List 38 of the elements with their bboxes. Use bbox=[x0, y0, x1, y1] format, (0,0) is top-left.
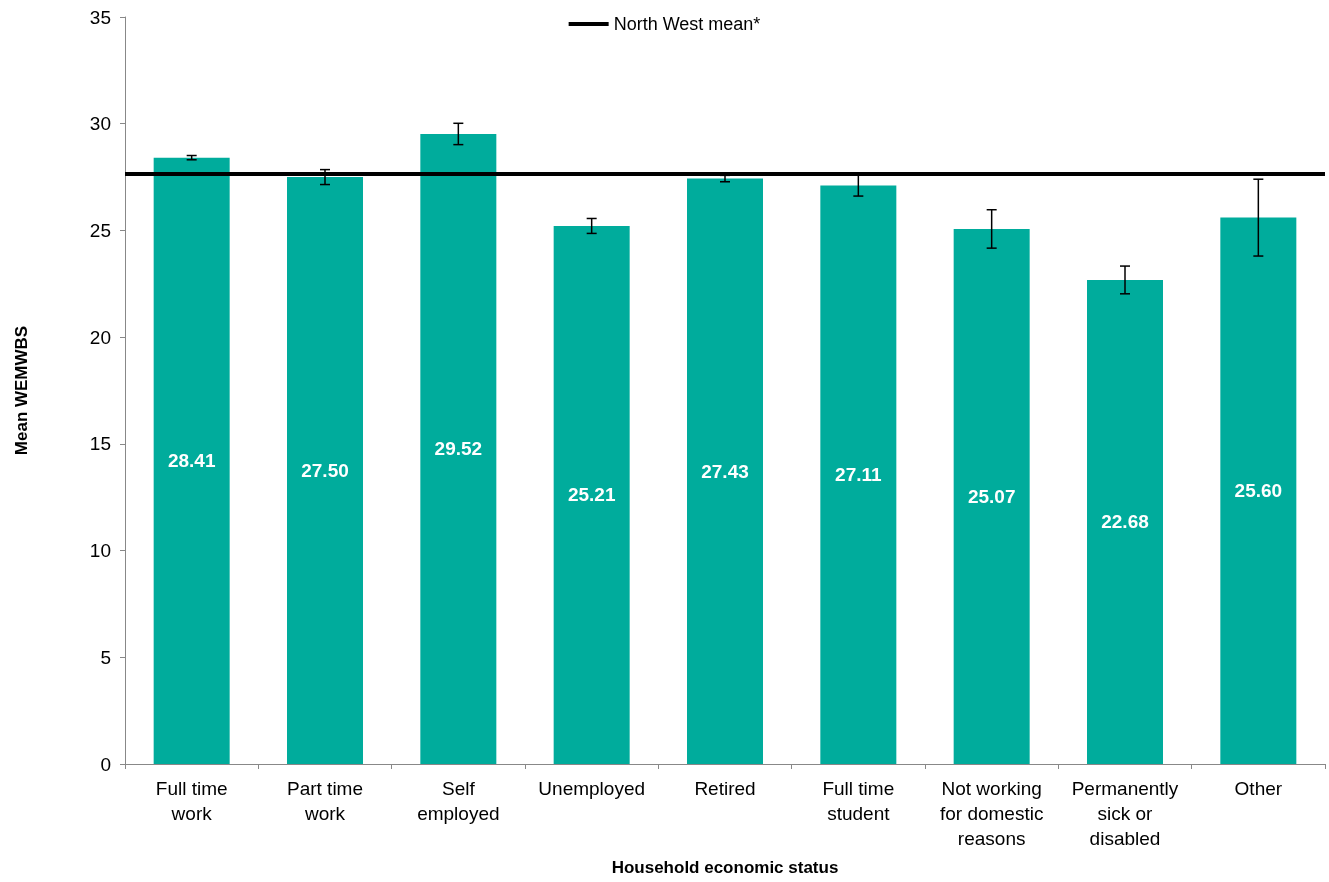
bar bbox=[153, 157, 230, 764]
data-label: 25.07 bbox=[967, 485, 1016, 507]
x-tick-label: Full time student bbox=[822, 778, 895, 824]
y-tick-label: 10 bbox=[89, 540, 111, 562]
y-tick-label: 5 bbox=[100, 646, 111, 668]
y-tick-label: 30 bbox=[89, 113, 111, 135]
y-tick-label: 0 bbox=[100, 753, 111, 775]
bar bbox=[820, 185, 897, 764]
data-label: 25.60 bbox=[1234, 480, 1283, 502]
x-axis-title: Household economic status bbox=[611, 858, 839, 877]
bar bbox=[287, 177, 363, 764]
y-tick-label: 15 bbox=[89, 433, 111, 455]
data-label: 25.21 bbox=[567, 484, 616, 506]
x-tick-label: Full time work bbox=[155, 778, 228, 824]
y-axis-title: Mean WEMWBS bbox=[12, 325, 31, 456]
x-tick-label: Retired bbox=[694, 778, 756, 799]
data-label: 27.11 bbox=[835, 464, 883, 486]
bar bbox=[953, 228, 1030, 764]
x-tick-label: Unemployed bbox=[538, 778, 645, 799]
y-tick-label: 35 bbox=[89, 6, 111, 28]
data-label: 29.52 bbox=[434, 438, 483, 460]
data-label: 28.41 bbox=[167, 450, 216, 472]
y-tick-label: 25 bbox=[89, 219, 111, 241]
bar bbox=[420, 133, 497, 764]
x-tick-label: Not working for domestic reasons bbox=[939, 778, 1044, 849]
bar bbox=[1087, 279, 1163, 764]
x-tick-label: Permanently sick or disabled bbox=[1071, 778, 1179, 849]
legend-label: North West mean* bbox=[613, 14, 761, 34]
data-label: 22.68 bbox=[1101, 511, 1149, 533]
data-label: 27.50 bbox=[301, 460, 349, 482]
bar bbox=[1220, 217, 1297, 764]
x-tick-label: Part time work bbox=[286, 778, 364, 824]
x-tick-label: Other bbox=[1234, 778, 1283, 799]
x-tick-label: Self employed bbox=[417, 778, 500, 824]
data-label: 27.43 bbox=[701, 460, 749, 482]
bar bbox=[553, 225, 630, 764]
y-tick-label: 20 bbox=[89, 326, 111, 348]
bar bbox=[687, 178, 763, 764]
